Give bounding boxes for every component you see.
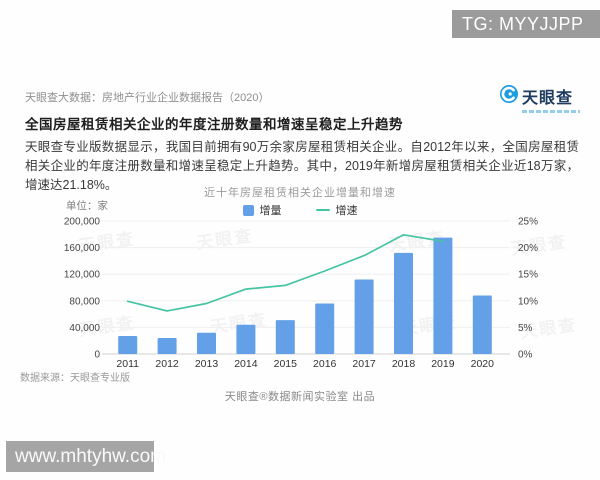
unit-label: 单位：家 <box>66 200 108 212</box>
bar-2011 <box>118 336 138 354</box>
logo-wordmark: 天眼查 <box>522 90 574 107</box>
svg-text:40,000: 40,000 <box>69 323 100 334</box>
svg-text:2013: 2013 <box>195 358 219 370</box>
svg-text:25%: 25% <box>518 217 538 228</box>
svg-text:200,000: 200,000 <box>64 217 101 228</box>
svg-text:2015: 2015 <box>274 358 298 370</box>
svg-text:2018: 2018 <box>392 358 416 370</box>
svg-text:5%: 5% <box>518 323 533 334</box>
svg-text:2011: 2011 <box>116 358 139 370</box>
svg-text:20%: 20% <box>518 243 538 254</box>
chart-title: 近十年房屋租赁相关企业增量和增速 <box>204 187 396 199</box>
bar-2016 <box>315 303 335 354</box>
bar-swatch-icon <box>242 204 254 216</box>
svg-text:160,000: 160,000 <box>64 243 101 254</box>
bar-2013 <box>197 332 216 354</box>
svg-text:2017: 2017 <box>352 358 376 370</box>
legend-label-line: 增速 <box>335 205 358 217</box>
legend-item-line: 增速 <box>315 202 358 218</box>
tg-contact-badge: TG: MYYJJPP <box>452 10 600 38</box>
legend-label-bars: 增量 <box>259 205 282 217</box>
line-swatch-icon <box>315 209 330 211</box>
report-series-label: 天眼查大数据：房地产行业企业数据报告（2020） <box>25 92 270 104</box>
svg-text:2019: 2019 <box>431 358 455 370</box>
bar-2020 <box>472 295 492 354</box>
bar-2012 <box>157 338 177 354</box>
svg-text:0%: 0% <box>518 350 533 361</box>
credit-label: 天眼查®数据新闻实验室 出品 <box>224 391 376 403</box>
headline: 全国房屋租赁相关企业的年度注册数量和增速呈稳定上升趋势 <box>25 117 403 132</box>
svg-text:10%: 10% <box>518 296 538 307</box>
svg-text:80,000: 80,000 <box>69 296 100 307</box>
legend-item-bars: 增量 <box>242 202 282 218</box>
svg-text:2016: 2016 <box>313 358 337 370</box>
registrations-growth-chart: 0 40,000 80,000 120,000 160,000 200,000 0% 5% 10… <box>64 217 538 371</box>
growth-rate-line <box>126 233 444 312</box>
bar-2015 <box>275 320 295 354</box>
tianyancha-logo: 天眼查 <box>500 84 580 113</box>
chart-legend: 增量 增速 <box>0 202 600 218</box>
logo-slogan-line <box>522 110 580 113</box>
bar-2018 <box>394 252 413 354</box>
svg-text:15%: 15% <box>518 270 538 281</box>
body-paragraph: 天眼查专业版数据显示，我国目前拥有90万余家房屋租赁相关企业。自2012年以来，… <box>25 140 579 192</box>
tianyancha-eye-icon <box>500 84 518 108</box>
svg-text:0: 0 <box>94 350 100 361</box>
bar-2014 <box>236 324 256 354</box>
site-watermark: www.mhtyhw.com <box>6 441 166 472</box>
svg-text:2020: 2020 <box>471 358 495 370</box>
bar-2017 <box>354 279 374 354</box>
data-source-label: 数据来源：天眼查专业版 <box>20 373 130 384</box>
svg-text:2014: 2014 <box>234 358 258 370</box>
bar-2019 <box>433 237 453 354</box>
svg-text:2012: 2012 <box>155 358 179 370</box>
svg-text:120,000: 120,000 <box>64 270 101 281</box>
